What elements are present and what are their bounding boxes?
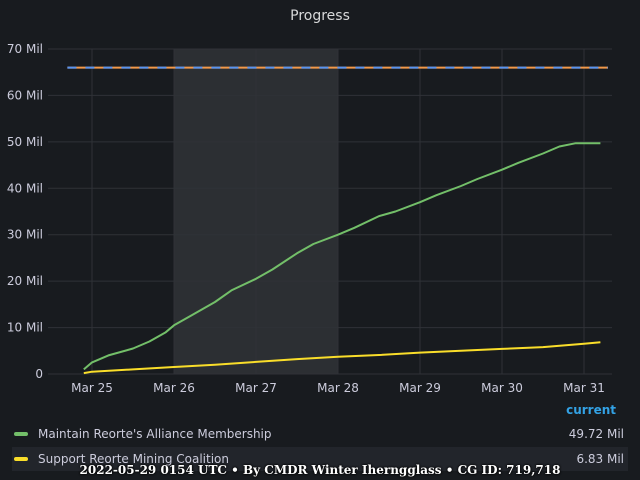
y-tick-label: 70 Mil	[7, 42, 43, 56]
y-tick-label: 0	[35, 367, 43, 381]
legend-swatch-alliance	[14, 432, 28, 436]
y-tick-label: 60 Mil	[7, 88, 43, 102]
legend-label: Support Reorte Mining Coalition	[38, 452, 230, 466]
panel-title: Progress	[290, 8, 350, 24]
x-tick-label: Mar 29	[399, 381, 441, 395]
x-tick-label: Mar 27	[235, 381, 277, 395]
y-tick-label: 50 Mil	[7, 135, 43, 149]
x-tick-label: Mar 30	[481, 381, 523, 395]
y-tick-label: 10 Mil	[7, 321, 43, 335]
legend-value: 49.72 Mil	[568, 427, 624, 441]
grid	[48, 48, 612, 375]
progress-chart: 0 10 Mil 20 Mil 30 Mil 40 Mil 50 Mil 60 Mil 70 …	[7, 42, 612, 395]
series-line-0	[83, 142, 601, 371]
series-line-1	[83, 341, 601, 375]
x-tick-label: Mar 28	[317, 381, 359, 395]
x-tick-label: Mar 25	[71, 381, 113, 395]
y-tick-label: 40 Mil	[7, 181, 43, 195]
legend-value: 6.83 Mil	[576, 452, 624, 466]
series	[67, 66, 608, 375]
axes: 0 10 Mil 20 Mil 30 Mil 40 Mil 50 Mil 60 Mil 70 …	[7, 42, 605, 395]
x-tick-label: Mar 26	[153, 381, 195, 395]
legend-swatch-mining	[14, 457, 28, 461]
legend-row-mining[interactable]: Support Reorte Mining Coalition 6.83 Mil	[12, 447, 628, 471]
y-tick-label: 20 Mil	[7, 274, 43, 288]
y-tick-label: 30 Mil	[7, 228, 43, 242]
x-tick-label: Mar 31	[563, 381, 605, 395]
legend-label: Maintain Reorte's Alliance Membership	[38, 427, 272, 441]
legend-row-alliance[interactable]: Maintain Reorte's Alliance Membership 49…	[12, 422, 628, 446]
legend-header[interactable]: current	[566, 403, 616, 417]
footer-caption: 2022-05-29 0154 UTC • By CMDR Winter Ihe…	[79, 463, 561, 477]
